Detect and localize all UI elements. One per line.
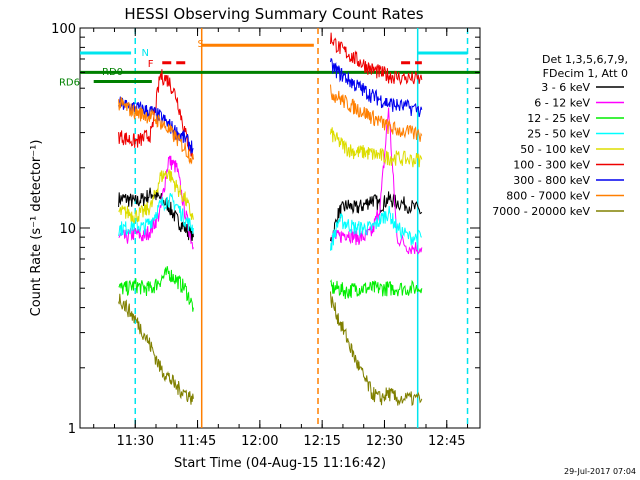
series-line-800-7000-kev	[118, 96, 194, 165]
render-timestamp: 29-Jul-2017 07:04	[564, 467, 636, 476]
legend-label-7000-20000-kev: 7000 - 20000 keV	[492, 205, 590, 218]
y-tick-label: 1	[68, 422, 76, 437]
chart-title: HESSI Observing Summary Count Rates	[124, 5, 423, 23]
plot-area	[79, 27, 481, 429]
legend-header-line-2: FDecim 1, Att 0	[543, 67, 628, 80]
x-tick-label: 12:00	[241, 434, 278, 449]
series-lines	[118, 32, 423, 407]
series-line-100-300-kev	[330, 32, 423, 86]
legend-header-line-1: Det 1,3,5,6,7,9,	[542, 53, 628, 66]
series-line-300-800-kev	[330, 57, 423, 118]
series-line-50-100-kev	[330, 127, 423, 168]
series-line-7000-20000-kev	[118, 293, 194, 405]
series-line-3-6-kev	[330, 191, 423, 242]
time-markers	[134, 28, 469, 428]
y-tick-label: 100	[51, 22, 76, 37]
series-line-6-12-kev	[118, 155, 194, 250]
status-bars: NF S RD0 RD6	[59, 39, 480, 89]
marker-label-rd6: RD6	[59, 78, 80, 89]
series-line-12-25-kev	[118, 266, 194, 312]
marker-label-rd0: RD0	[102, 67, 123, 78]
y-axis: 1 10 100	[51, 22, 480, 437]
plot-frame	[79, 27, 481, 429]
legend-label-300-800-kev: 300 - 800 keV	[513, 174, 590, 187]
x-axis-label: Start Time (04-Aug-15 11:16:42)	[174, 456, 386, 471]
x-tick-label: 11:30	[117, 434, 154, 449]
y-tick-label: 10	[59, 222, 76, 237]
series-line-12-25-kev	[330, 279, 423, 300]
x-tick-label: 12:15	[303, 434, 340, 449]
marker-label-f: F	[148, 59, 154, 70]
legend-label-6-12-kev: 6 - 12 keV	[534, 97, 590, 110]
legend-label-3-6-kev: 3 - 6 keV	[541, 81, 590, 94]
marker-label-n: N	[141, 48, 148, 59]
x-tick-label: 12:30	[366, 434, 403, 449]
series-line-3-6-kev	[118, 187, 194, 243]
series-line-50-100-kev	[118, 169, 194, 225]
series-line-25-50-kev	[330, 205, 422, 251]
series-line-800-7000-kev	[330, 84, 423, 142]
legend-label-50-100-kev: 50 - 100 keV	[520, 143, 590, 156]
x-axis: 11:30 11:45 12:00 12:15 12:30 12:45	[93, 28, 469, 449]
y-axis-label: Count Rate (s⁻¹ detector⁻¹)	[29, 140, 44, 317]
x-tick-label: 12:45	[428, 434, 465, 449]
x-tick-label: 11:45	[179, 434, 216, 449]
legend-label-100-300-kev: 100 - 300 keV	[513, 159, 590, 172]
series-line-25-50-kev	[118, 192, 194, 237]
marker-label-s: S	[198, 39, 204, 50]
series-line-7000-20000-kev	[330, 291, 423, 407]
legend-label-800-7000-kev: 800 - 7000 keV	[506, 190, 590, 203]
legend-label-12-25-kev: 12 - 25 keV	[527, 112, 590, 125]
legend-label-25-50-kev: 25 - 50 keV	[527, 128, 590, 141]
legend: Det 1,3,5,6,7,9, FDecim 1, Att 0 3 - 6 k…	[492, 53, 628, 218]
